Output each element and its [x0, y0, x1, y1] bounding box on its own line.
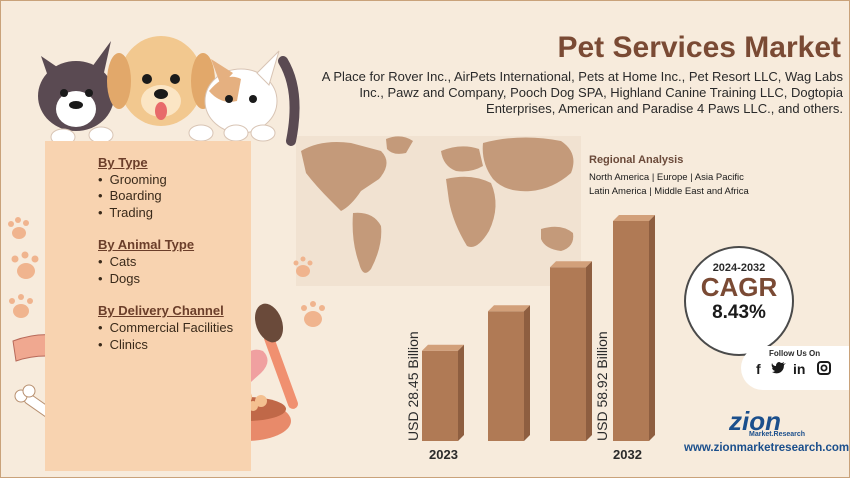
paw-icon	[11, 251, 39, 279]
pets-illustration	[38, 36, 300, 146]
segment-item: • Boarding	[98, 188, 162, 203]
facebook-icon[interactable]: f	[756, 361, 761, 377]
follow-us-box: Follow Us On f in	[741, 346, 849, 390]
pet-paws	[50, 124, 276, 146]
world-map	[301, 136, 574, 273]
segment-item: • Commercial Facilities	[98, 320, 234, 335]
segment-heading-type: By Type	[98, 155, 148, 170]
paw-prints	[8, 217, 325, 327]
brand-tagline: Market.Research	[749, 431, 806, 438]
segment-heading-animal-type: By Animal Type	[98, 237, 195, 252]
cagr-badge: 2024-2032 CAGR 8.43%	[684, 246, 794, 356]
end-year-label: 2032	[613, 447, 642, 462]
growth-bar	[488, 305, 530, 441]
cat-illustration	[204, 50, 300, 146]
page-title: Pet Services Market	[557, 31, 841, 64]
cagr-label: CAGR	[700, 272, 778, 302]
instagram-icon[interactable]	[817, 361, 831, 378]
linkedin-icon[interactable]: in	[793, 361, 806, 377]
segment-item: • Dogs	[98, 271, 140, 286]
start-year-label: 2023	[429, 447, 458, 462]
company-list: A Place for Rover Inc., AirPets Internat…	[321, 69, 843, 116]
greenland-shape	[386, 136, 413, 154]
regional-list-line: North America | Europe | Asia Pacific	[589, 172, 744, 183]
segment-item: • Trading	[98, 205, 153, 220]
paw-icon	[9, 294, 33, 318]
asia-shape	[482, 137, 574, 192]
end-value-label: USD 58.92 Billion	[594, 331, 610, 441]
brush-illustration	[254, 303, 298, 409]
bulldog-illustration	[38, 41, 114, 131]
segment-item: • Cats	[98, 254, 137, 269]
segment-item: • Grooming	[98, 172, 167, 187]
segment-heading-delivery-channel: By Delivery Channel	[98, 303, 224, 318]
paw-icon	[293, 256, 313, 277]
cagr-value: 8.43%	[712, 302, 766, 323]
regional-analysis-title: Regional Analysis	[589, 154, 684, 166]
start-value-label: USD 28.45 Billion	[405, 331, 421, 441]
twitter-icon[interactable]	[771, 361, 787, 378]
paw-icon	[8, 217, 29, 239]
growth-bar	[550, 261, 592, 441]
segment-panel	[45, 141, 251, 471]
segment-item: • Clinics	[98, 337, 148, 352]
north-america-shape	[301, 142, 387, 211]
south-america-shape	[352, 212, 382, 273]
africa-shape	[446, 176, 496, 247]
australia-shape	[541, 226, 574, 251]
regional-list-line: Latin America | Middle East and Africa	[589, 186, 749, 197]
brand-url[interactable]: www.zionmarketresearch.com	[684, 442, 850, 454]
follow-us-label: Follow Us On	[769, 349, 821, 358]
growth-bar	[422, 344, 464, 441]
paw-icon	[301, 301, 325, 327]
europe-shape	[441, 146, 483, 172]
cagr-years: 2024-2032	[712, 262, 766, 274]
growth-bar	[613, 215, 655, 441]
brand-logo: zion	[729, 406, 781, 436]
